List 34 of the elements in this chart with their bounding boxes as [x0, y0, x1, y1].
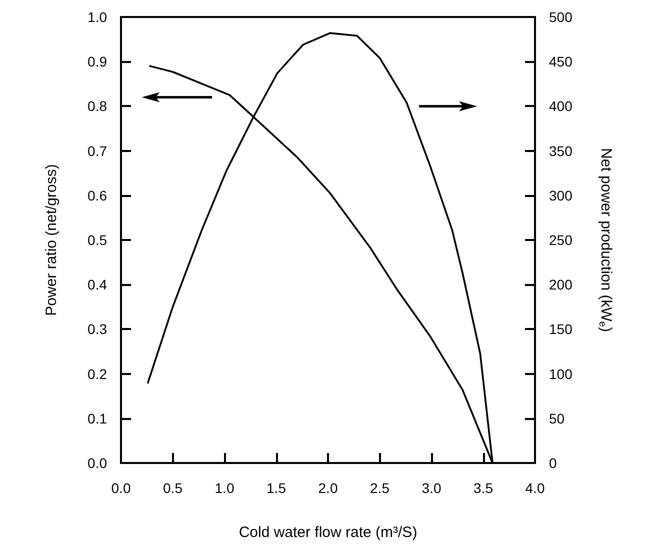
x-tick-label: 2.0 — [318, 480, 338, 496]
y2-axis-title: Net power production (kWe) — [596, 148, 614, 332]
y-tick-label: 0.3 — [88, 321, 108, 338]
y-tick-label: 0.8 — [88, 98, 108, 114]
y-tick-label: 1.0 — [88, 9, 108, 25]
y2-tick-label: 450 — [549, 54, 573, 70]
y2-tick-label: 350 — [549, 142, 573, 159]
y2-tick-label: 500 — [549, 9, 573, 25]
y-tick-label: 0.7 — [88, 142, 108, 159]
y2-tick-label: 150 — [549, 321, 573, 338]
x-tick-label: 4.0 — [525, 480, 545, 496]
y-tick-label: 0.5 — [88, 232, 108, 248]
y-tick-label: 0.1 — [88, 410, 108, 426]
y2-tick-label: 200 — [549, 276, 573, 293]
x-axis-title: Cold water flow rate (m³/S) — [238, 524, 418, 541]
x-tick-label: 0.5 — [163, 480, 183, 496]
x-tick-label: 0.0 — [111, 480, 131, 496]
y-tick-label: 0.0 — [88, 455, 108, 471]
y-tick-label: 0.9 — [88, 54, 108, 70]
x-tick-label: 1.5 — [266, 480, 286, 496]
y2-tick-label: 50 — [549, 410, 565, 426]
x-tick-label: 3.0 — [422, 480, 442, 496]
y2-tick-label: 250 — [549, 232, 573, 248]
x-tick-label: 3.5 — [474, 480, 494, 496]
y-tick-label: 0.6 — [88, 187, 108, 204]
y2-tick-label: 300 — [549, 187, 573, 204]
y2-tick-label: 0 — [549, 455, 557, 471]
y2-tick-label: 400 — [549, 98, 573, 114]
x-tick-label: 1.0 — [214, 480, 234, 496]
y-axis-title: Power ratio (net/gross) — [43, 164, 60, 316]
y2-tick-label: 100 — [549, 366, 573, 382]
y-tick-label: 0.2 — [88, 366, 108, 382]
x-tick-label: 2.5 — [370, 480, 390, 496]
y-tick-label: 0.4 — [88, 276, 108, 293]
